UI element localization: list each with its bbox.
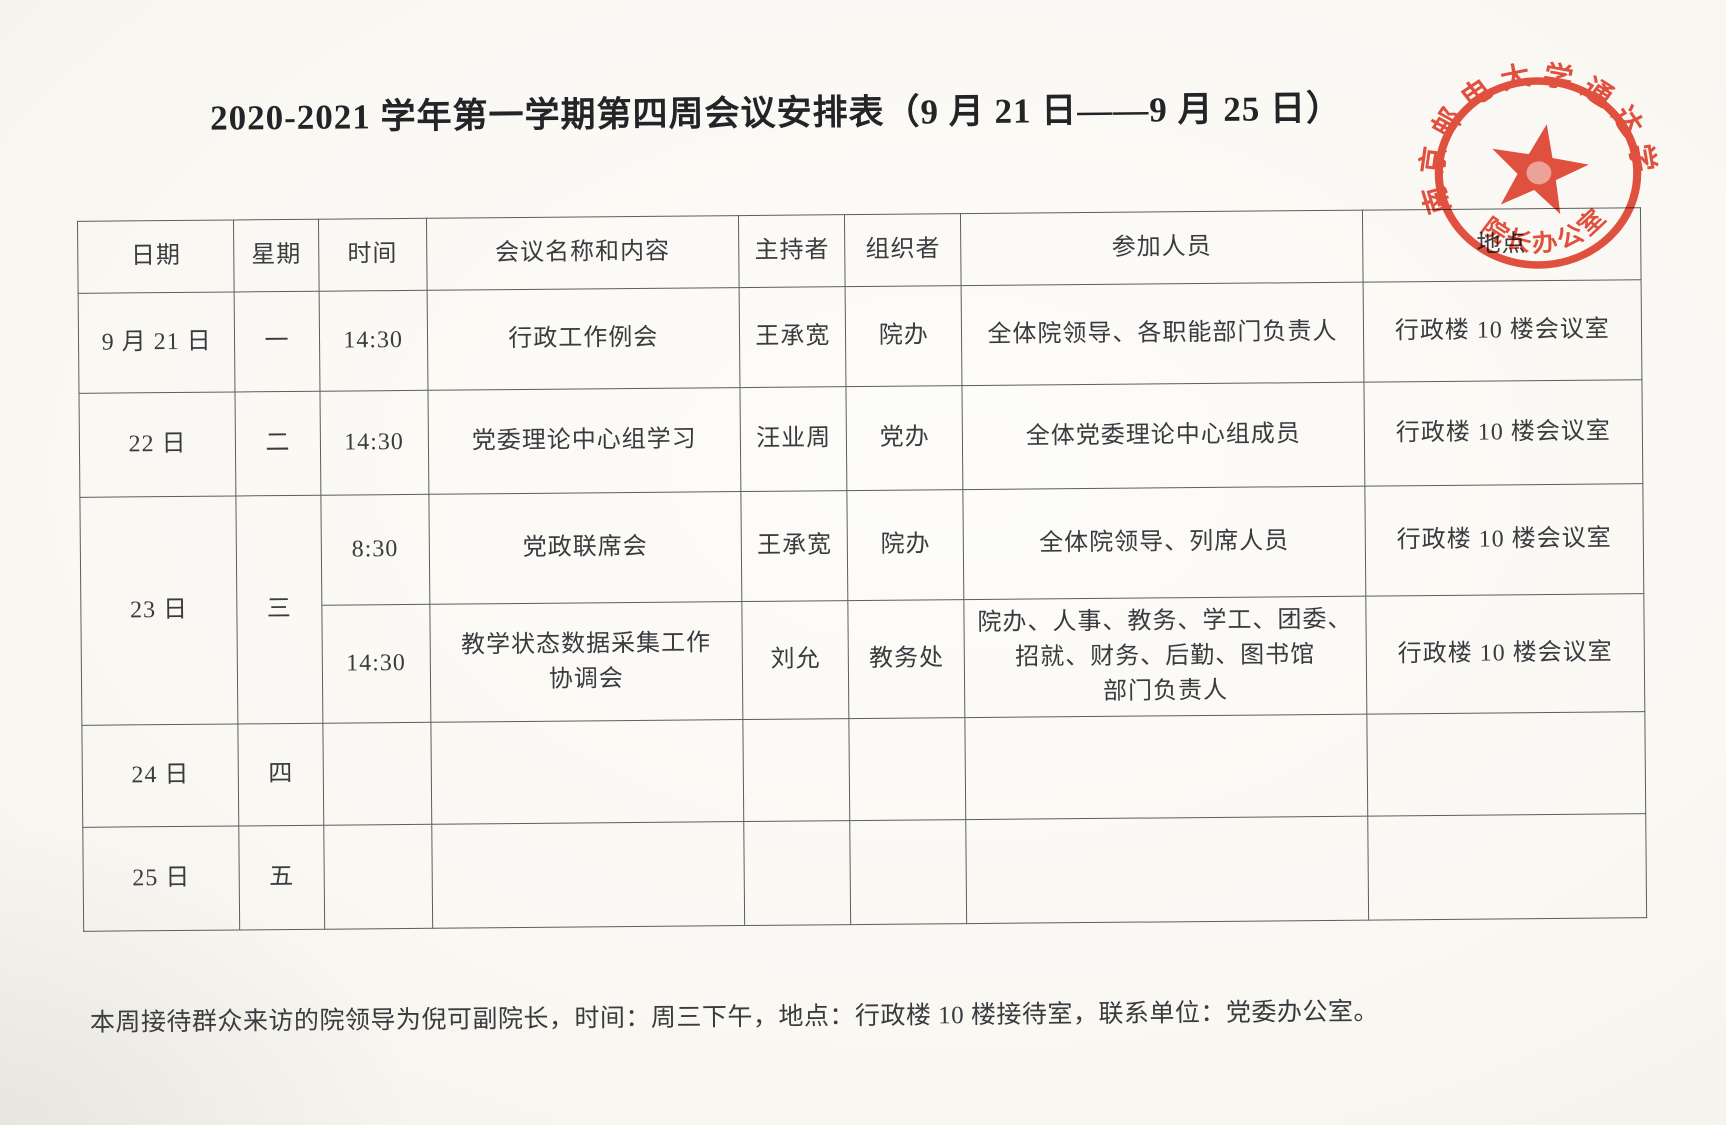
stamp-star-highlight	[1526, 161, 1552, 185]
header-cell-participants: 参加人员	[960, 210, 1363, 286]
cell-host: 王承宽	[741, 490, 849, 602]
cell-participants	[965, 816, 1369, 924]
cell-organizer: 教务处	[848, 599, 965, 719]
stamp-ring	[1434, 77, 1642, 269]
cell-organizer: 院办	[845, 285, 963, 387]
cell-weekday: 四	[238, 723, 324, 826]
cell-meeting: 党政联席会	[428, 491, 742, 605]
cell-time: 8:30	[320, 494, 430, 606]
cell-time	[322, 722, 432, 826]
cell-meeting	[430, 719, 744, 825]
cell-meeting: 行政工作例会	[426, 287, 741, 391]
cell-weekday: 三	[236, 495, 323, 724]
cell-meeting: 党委理论中心组学习	[427, 387, 742, 495]
cell-organizer	[849, 717, 966, 821]
cell-participants: 全体党委理论中心组成员	[962, 382, 1365, 490]
reception-note: 本周接待群众来访的院领导为倪可副院长，时间：周三下午，地点：行政楼 10 楼接待…	[89, 998, 1380, 1037]
cell-weekday: 一	[234, 291, 320, 392]
cell-weekday: 二	[235, 391, 321, 496]
cell-date: 9 月 21 日	[78, 291, 236, 394]
cell-date: 23 日	[79, 495, 239, 726]
cell-host: 王承宽	[739, 286, 847, 388]
cell-participants: 全体院领导、列席人员	[962, 486, 1366, 600]
cell-host: 刘允	[741, 600, 850, 720]
cell-meeting: 教学状态数据采集工作 协调会	[429, 601, 743, 723]
cell-location: 行政楼 10 楼会议室	[1363, 379, 1643, 487]
cell-date: 24 日	[81, 723, 240, 828]
cell-time: 14:30	[321, 604, 431, 724]
official-stamp: 南京邮电大学通达学院 院长办公室	[1414, 58, 1662, 269]
table-row-wednesday-am: 23 日 三 8:30 党政联席会 王承宽 院办 全体院领导、列席人员 行政楼 …	[79, 483, 1644, 726]
page-title: 2020-2021 学年第一学期第四周会议安排表（9 月 21 日——9 月 2…	[209, 88, 1343, 138]
cell-participants: 全体院领导、各职能部门负责人	[961, 282, 1364, 386]
cell-host	[742, 718, 851, 822]
meeting-schedule-table: 日期 星期 时间 会议名称和内容 主持者 组织者 参加人员 地点 9 月 21 …	[77, 207, 1647, 932]
table-row-monday: 9 月 21 日 一 14:30 行政工作例会 王承宽 院办 全体院领导、各职能…	[78, 279, 1642, 394]
cell-organizer: 院办	[847, 489, 964, 601]
cell-location: 行政楼 10 楼会议室	[1362, 279, 1642, 383]
cell-participants	[964, 714, 1368, 820]
cell-date: 25 日	[82, 825, 240, 932]
cell-location	[1366, 711, 1646, 817]
header-cell-weekday: 星期	[233, 219, 319, 292]
cell-host: 汪业周	[740, 386, 848, 492]
cell-location	[1367, 813, 1647, 921]
table-row-friday: 25 日 五	[82, 813, 1647, 932]
cell-location: 行政楼 10 楼会议室	[1365, 593, 1645, 715]
cell-location: 行政楼 10 楼会议室	[1364, 483, 1644, 597]
header-cell-host: 主持者	[738, 214, 846, 288]
cell-time: 14:30	[319, 390, 429, 496]
header-cell-date: 日期	[77, 219, 235, 294]
cell-time: 14:30	[318, 290, 428, 392]
header-cell-time: 时间	[318, 218, 427, 292]
header-cell-organizer: 组织者	[844, 213, 962, 287]
cell-date: 22 日	[78, 391, 237, 498]
cell-participants: 院办、人事、教务、学工、团委、 招就、财务、后勤、图书馆 部门负责人	[963, 596, 1367, 718]
table-row-thursday: 24 日 四	[81, 711, 1646, 828]
cell-weekday: 五	[239, 825, 325, 930]
cell-meeting	[431, 821, 745, 929]
cell-host	[743, 820, 852, 926]
table-row-tuesday: 22 日 二 14:30 党委理论中心组学习 汪业周 党办 全体党委理论中心组成…	[78, 379, 1643, 498]
cell-organizer: 党办	[846, 385, 963, 491]
cell-time	[323, 824, 433, 930]
header-cell-meeting: 会议名称和内容	[426, 215, 740, 291]
cell-organizer	[850, 819, 967, 925]
table-header-row: 日期 星期 时间 会议名称和内容 主持者 组织者 参加人员 地点	[77, 207, 1642, 294]
